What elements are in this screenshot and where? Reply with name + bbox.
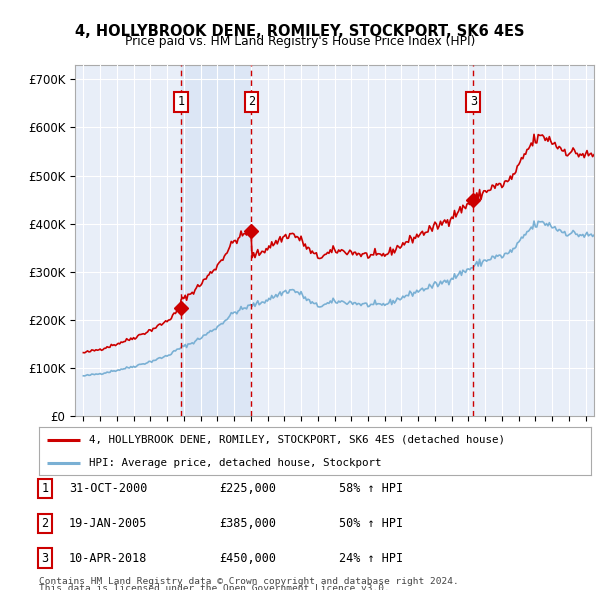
- Text: 1: 1: [178, 95, 185, 108]
- Text: 2: 2: [248, 95, 255, 108]
- Text: £450,000: £450,000: [219, 552, 276, 565]
- Text: £385,000: £385,000: [219, 517, 276, 530]
- Text: Contains HM Land Registry data © Crown copyright and database right 2024.: Contains HM Land Registry data © Crown c…: [39, 577, 459, 586]
- Text: 3: 3: [41, 552, 49, 565]
- Text: 2: 2: [41, 517, 49, 530]
- Text: £225,000: £225,000: [219, 482, 276, 495]
- Text: 58% ↑ HPI: 58% ↑ HPI: [339, 482, 403, 495]
- Text: Price paid vs. HM Land Registry's House Price Index (HPI): Price paid vs. HM Land Registry's House …: [125, 35, 475, 48]
- Text: 4, HOLLYBROOK DENE, ROMILEY, STOCKPORT, SK6 4ES (detached house): 4, HOLLYBROOK DENE, ROMILEY, STOCKPORT, …: [89, 435, 505, 445]
- Text: 10-APR-2018: 10-APR-2018: [69, 552, 148, 565]
- Text: 1: 1: [41, 482, 49, 495]
- Text: 50% ↑ HPI: 50% ↑ HPI: [339, 517, 403, 530]
- Bar: [181, 65, 251, 416]
- Text: 19-JAN-2005: 19-JAN-2005: [69, 517, 148, 530]
- Text: This data is licensed under the Open Government Licence v3.0.: This data is licensed under the Open Gov…: [39, 584, 390, 590]
- Text: HPI: Average price, detached house, Stockport: HPI: Average price, detached house, Stoc…: [89, 458, 381, 468]
- Text: 31-OCT-2000: 31-OCT-2000: [69, 482, 148, 495]
- Text: 3: 3: [470, 95, 477, 108]
- Text: 4, HOLLYBROOK DENE, ROMILEY, STOCKPORT, SK6 4ES: 4, HOLLYBROOK DENE, ROMILEY, STOCKPORT, …: [75, 24, 525, 38]
- Text: 24% ↑ HPI: 24% ↑ HPI: [339, 552, 403, 565]
